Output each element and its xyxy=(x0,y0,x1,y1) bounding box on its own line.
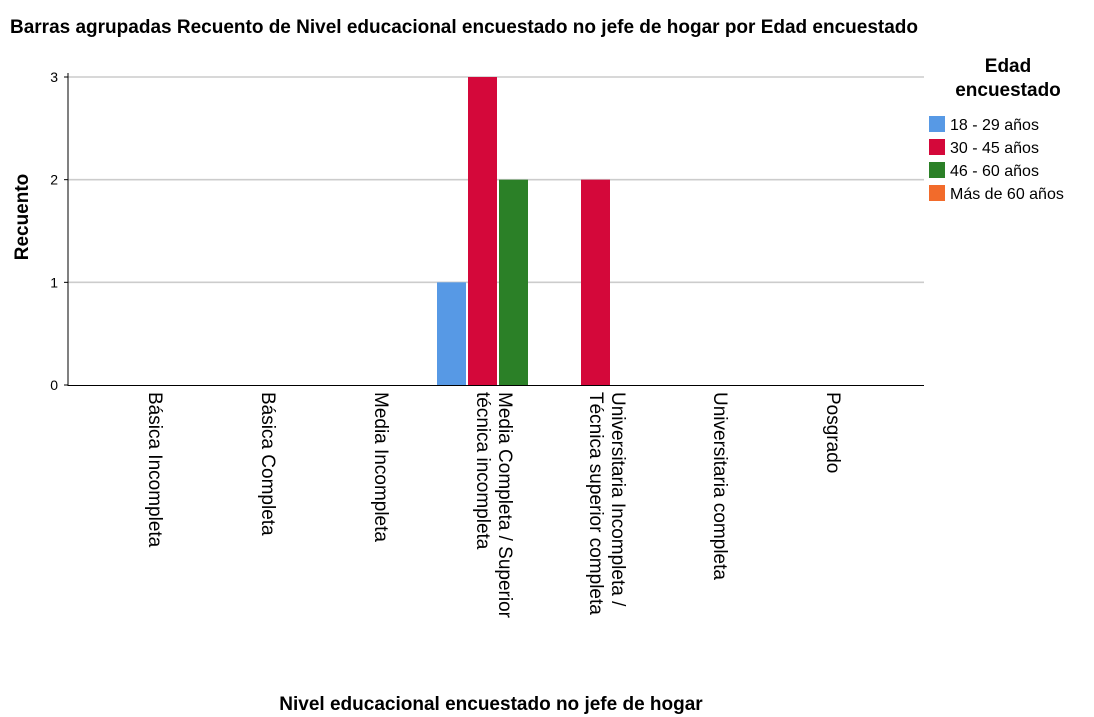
chart-title: Barras agrupadas Recuento de Nivel educa… xyxy=(10,17,918,38)
x-category-label: Universitaria completa xyxy=(709,392,730,580)
x-category-label: Básica Completa xyxy=(257,392,278,536)
y-tick-label: 0 xyxy=(50,377,58,393)
x-category-label-line: técnica incompleta xyxy=(472,392,493,550)
x-axis-title: Nivel educacional encuestado no jefe de … xyxy=(279,694,703,715)
legend-swatch xyxy=(929,162,945,178)
x-category-label-line: Media Incompleta xyxy=(370,392,391,542)
legend-swatch xyxy=(929,116,945,132)
x-category-label-line: Universitaria Incompleta / xyxy=(607,392,628,607)
x-category-label: Media Incompleta xyxy=(370,392,391,542)
x-category-label-line: Media Completa / Superior xyxy=(494,392,515,619)
y-tick-label: 1 xyxy=(50,274,58,290)
bars xyxy=(437,77,610,385)
x-category-label: Básica Incompleta xyxy=(144,392,165,548)
bar xyxy=(437,282,466,385)
axes: Recuento Nivel educacional encuestado no … xyxy=(12,73,924,715)
bar xyxy=(581,179,610,385)
x-category-label: Posgrado xyxy=(822,392,843,473)
x-category-labels: Básica Incompleta Básica Completa Media In… xyxy=(144,392,843,619)
legend-swatch xyxy=(929,139,945,155)
bar xyxy=(499,179,528,385)
y-ticks: 0 1 2 3 xyxy=(50,69,68,393)
legend: Edad encuestado 18 - 29 años 30 - 45 años 46… xyxy=(929,56,1064,203)
y-tick-label: 3 xyxy=(50,69,58,85)
x-category-label-line: Posgrado xyxy=(822,392,843,473)
x-category-label-line: Universitaria completa xyxy=(709,392,730,580)
legend-item-label: 46 - 60 años xyxy=(950,163,1039,180)
legend-title: encuestado xyxy=(955,80,1061,101)
legend-item-label: Más de 60 años xyxy=(950,186,1064,203)
x-category-label-line: Básica Completa xyxy=(257,392,278,536)
legend-item-label: 18 - 29 años xyxy=(950,117,1039,134)
y-tick-label: 2 xyxy=(50,172,58,188)
x-category-label: Universitaria Incompleta /Técnica superi… xyxy=(585,392,628,615)
x-category-label-line: Básica Incompleta xyxy=(144,392,165,548)
x-category-label-line: Técnica superior completa xyxy=(585,392,606,615)
y-axis-title: Recuento xyxy=(12,174,33,261)
legend-item-label: 30 - 45 años xyxy=(950,140,1039,157)
legend-swatch xyxy=(929,185,945,201)
bar xyxy=(468,77,497,385)
legend-title: Edad xyxy=(985,56,1031,77)
